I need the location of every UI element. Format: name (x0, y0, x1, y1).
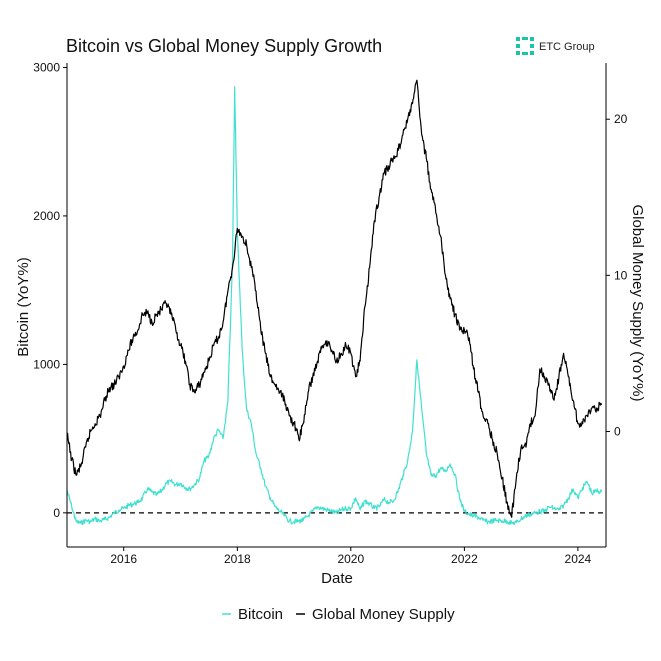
y-axis-left-label: Bitcoin (YoY%) (15, 257, 32, 357)
brand-logo: ETC Group (516, 37, 595, 55)
y-right-tick-label: 10 (614, 268, 628, 282)
series-line-global-money-supply (66, 79, 603, 518)
axes: 2016 2018 2020 2022 2024 0 1000 2000 3000 0 10 20 (33, 60, 627, 566)
series-line-bitcoin (66, 86, 603, 526)
x-tick-label: 2018 (224, 552, 251, 566)
y-left-tick-label: 2000 (33, 209, 60, 223)
x-axis-label: Date (321, 570, 353, 587)
y-right-tick-label: 20 (614, 112, 628, 126)
y-left-tick-label: 3000 (33, 60, 60, 74)
x-tick-label: 2024 (565, 552, 592, 566)
x-tick-label: 2022 (451, 552, 478, 566)
plot-area (66, 79, 606, 526)
legend: Bitcoin Global Money Supply (222, 606, 455, 623)
legend-label-money-supply: Global Money Supply (312, 606, 455, 623)
x-tick-label: 2020 (337, 552, 364, 566)
x-tick-label: 2016 (110, 552, 137, 566)
chart-title: Bitcoin vs Global Money Supply Growth (66, 36, 382, 56)
y-axis-right-label: Global Money Supply (YoY%) (629, 204, 646, 401)
y-left-tick-label: 0 (53, 506, 60, 520)
brand-name: ETC Group (539, 41, 595, 53)
y-left-tick-label: 1000 (33, 357, 60, 371)
legend-label-bitcoin: Bitcoin (238, 606, 283, 623)
etc-group-logo-icon (516, 37, 534, 55)
y-right-tick-label: 0 (614, 424, 621, 438)
